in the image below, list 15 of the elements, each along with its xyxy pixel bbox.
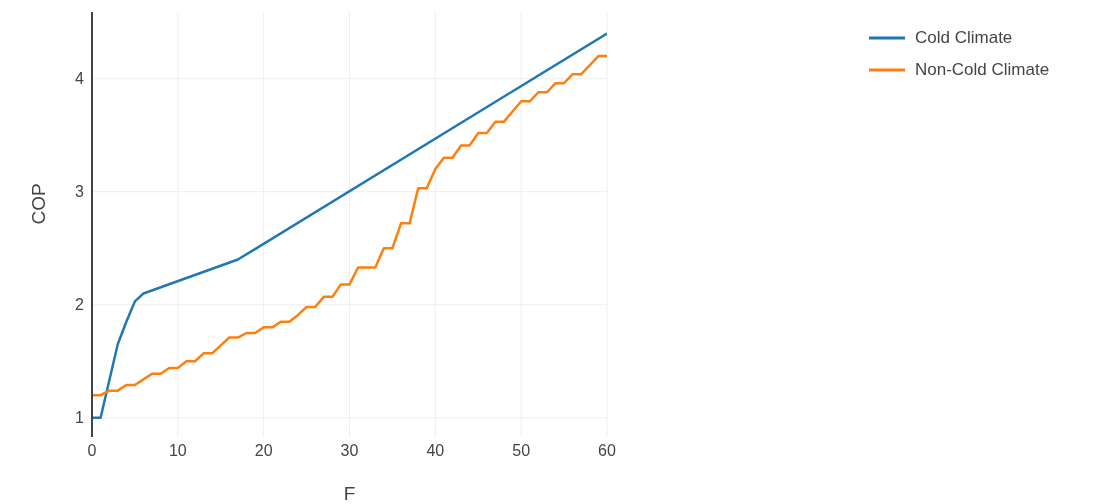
x-tick-label: 60 [598, 442, 616, 460]
y-tick-label: 2 [75, 296, 85, 314]
x-tick-label: 20 [254, 442, 273, 460]
x-tick-label: 40 [426, 442, 445, 460]
x-axis-title: F [343, 483, 356, 504]
y-tick-label: 4 [75, 70, 85, 88]
y-tick-label: 1 [75, 409, 85, 427]
x-tick-label: 50 [512, 442, 531, 460]
legend-label: Non-Cold Climate [915, 60, 1050, 80]
y-tick-label: 3 [75, 183, 85, 201]
legend-label: Cold Climate [915, 28, 1013, 48]
x-tick-label: 0 [87, 442, 97, 460]
x-tick-label: 10 [168, 442, 187, 460]
x-tick-label: 30 [340, 442, 359, 460]
y-axis-title: COP [27, 183, 49, 225]
